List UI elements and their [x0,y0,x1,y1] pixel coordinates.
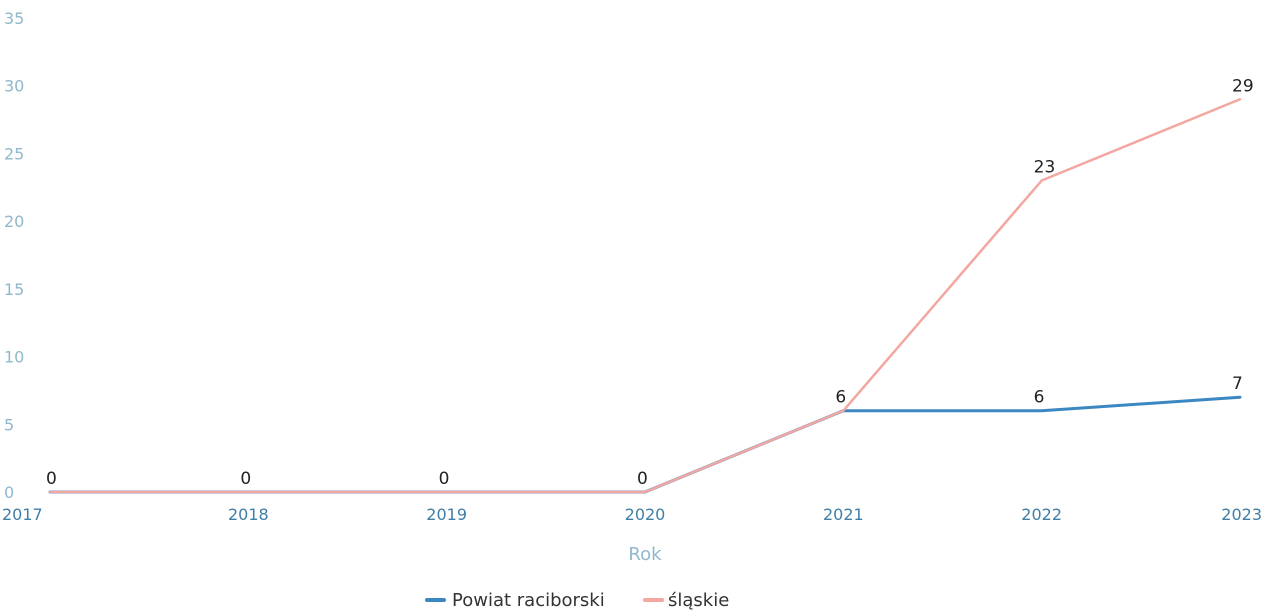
data-label-slaskie-2023: 29 [1232,76,1254,96]
data-label-slaskie-2019: 0 [439,469,450,489]
data-labels: 0 0 0 0 6 23 29 6 7 [46,76,1254,489]
y-tick-label-0: 0 [4,483,14,502]
y-tick-label-25: 25 [4,144,24,163]
x-axis-ticks: 2017 2018 2019 2020 2021 2022 2023 [2,505,1262,524]
y-tick-label-30: 30 [4,77,24,96]
data-label-raciborski-2023: 7 [1232,374,1243,394]
x-tick-label-2018: 2018 [228,505,269,524]
data-label-slaskie-2021: 6 [835,388,846,408]
x-axis-title: Rok [628,544,662,565]
y-tick-label-35: 35 [4,9,24,28]
data-label-slaskie-2018: 0 [240,469,251,489]
series-lines [48,98,1242,494]
legend: Powiat raciborski śląskie [425,590,729,611]
y-tick-label-10: 10 [4,348,24,367]
data-label-raciborski-2022: 6 [1034,388,1045,408]
x-tick-label-2023: 2023 [1221,505,1262,524]
legend-label-1: śląskie [668,590,729,611]
x-tick-label-2022: 2022 [1021,505,1062,524]
x-tick-label-2021: 2021 [823,505,864,524]
data-label-slaskie-2020: 0 [637,469,648,489]
x-tick-label-2019: 2019 [426,505,467,524]
x-tick-label-2017: 2017 [2,505,43,524]
y-axis-ticks: 0 5 10 15 20 25 30 35 [4,9,24,502]
series-line-1 [48,98,1242,494]
y-tick-label-20: 20 [4,212,24,231]
x-tick-label-2020: 2020 [625,505,666,524]
y-tick-label-15: 15 [4,280,24,299]
legend-label-0: Powiat raciborski [452,590,605,611]
data-label-slaskie-2022: 23 [1034,158,1056,178]
y-tick-label-5: 5 [4,415,14,434]
data-label-slaskie-2017: 0 [46,469,57,489]
